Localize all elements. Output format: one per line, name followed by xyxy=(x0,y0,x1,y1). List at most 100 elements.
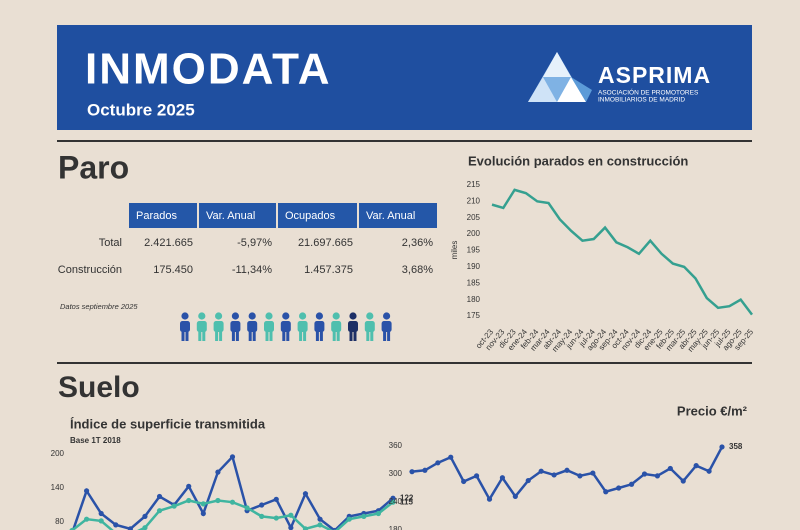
data-point xyxy=(302,526,309,530)
data-point xyxy=(142,525,148,530)
data-point xyxy=(142,513,148,519)
header-subtitle: Octubre 2025 xyxy=(87,100,195,119)
table-header: Var. Anual xyxy=(366,210,415,222)
y-tick-label: 360 xyxy=(389,441,403,450)
person-icon xyxy=(280,312,291,341)
data-point xyxy=(200,501,206,507)
data-point xyxy=(83,488,90,494)
person-head xyxy=(332,312,340,320)
data-point xyxy=(346,516,352,522)
data-point xyxy=(69,527,75,530)
person-leg xyxy=(366,330,370,341)
person-leg xyxy=(353,330,357,341)
person-icon xyxy=(196,312,207,341)
y-tick-label: 200 xyxy=(467,229,481,238)
person-head xyxy=(265,312,273,320)
person-icon xyxy=(348,312,358,341)
person-leg xyxy=(265,330,269,341)
data-point xyxy=(390,499,396,505)
person-leg xyxy=(336,330,340,341)
data-point xyxy=(641,471,648,477)
person-head xyxy=(248,312,256,320)
person-icon xyxy=(180,312,190,341)
person-leg xyxy=(370,330,374,341)
y-tick-label: 190 xyxy=(467,262,481,271)
data-point xyxy=(628,481,635,487)
data-point xyxy=(127,526,133,530)
person-body xyxy=(196,321,207,332)
data-point xyxy=(654,473,661,479)
y-tick-label: 140 xyxy=(51,483,65,492)
table-cell: 175.450 xyxy=(153,264,193,276)
data-point xyxy=(719,444,725,450)
header-title: INMODATA xyxy=(85,45,332,94)
data-point xyxy=(156,508,163,514)
data-point xyxy=(422,467,428,473)
table-cell: 3,68% xyxy=(402,264,433,276)
y-tick-label: 210 xyxy=(467,196,481,205)
person-icon xyxy=(230,312,241,341)
data-point xyxy=(259,513,265,519)
person-icon xyxy=(297,312,308,341)
data-point xyxy=(317,522,323,528)
data-point xyxy=(499,475,506,481)
person-head xyxy=(282,312,290,320)
data-point xyxy=(113,522,119,528)
y-tick-label: 180 xyxy=(389,525,403,530)
table-cell: 1.457.375 xyxy=(304,264,353,276)
data-point xyxy=(273,515,279,521)
data-point xyxy=(273,496,279,502)
person-leg xyxy=(319,330,323,341)
person-head xyxy=(349,312,357,320)
person-body xyxy=(314,321,325,332)
person-leg xyxy=(387,330,391,341)
data-point xyxy=(473,473,480,479)
table-cell: -11,34% xyxy=(232,264,272,276)
chart-subtitle: Base 1T 2018 xyxy=(70,436,121,445)
data-point xyxy=(171,503,177,509)
y-tick-label: 185 xyxy=(467,278,481,287)
data-point xyxy=(288,525,294,530)
person-body xyxy=(247,321,258,332)
person-head xyxy=(299,312,307,320)
person-leg xyxy=(231,330,235,341)
person-leg xyxy=(303,330,307,341)
person-head xyxy=(366,312,374,320)
person-leg xyxy=(181,330,185,341)
person-body xyxy=(364,321,375,332)
data-point xyxy=(564,467,570,473)
header-banner xyxy=(57,25,752,130)
person-icon xyxy=(213,312,224,341)
person-leg xyxy=(252,330,256,341)
data-point xyxy=(590,470,596,476)
y-tick-label: 205 xyxy=(467,213,481,222)
table-header-cell xyxy=(129,203,197,228)
data-point xyxy=(229,499,236,505)
data-point xyxy=(706,468,712,474)
y-tick-label: 240 xyxy=(389,497,403,506)
person-body xyxy=(381,321,392,332)
table-header: Parados xyxy=(136,210,177,222)
person-leg xyxy=(286,330,290,341)
data-point xyxy=(317,516,323,522)
person-icon xyxy=(381,312,392,341)
data-point xyxy=(693,463,699,469)
chart-title: Precio €/m² xyxy=(677,403,748,418)
table-header: Var. Anual xyxy=(206,210,255,222)
data-point xyxy=(486,496,493,502)
data-point xyxy=(98,518,104,524)
person-leg xyxy=(315,330,319,341)
logo-mark xyxy=(528,52,592,102)
data-point xyxy=(259,502,265,508)
row-label: Construcción xyxy=(58,264,122,276)
section-title: Paro xyxy=(58,149,129,185)
table-header-cell xyxy=(278,203,357,228)
data-point xyxy=(215,497,221,504)
table-cell: 2.421.665 xyxy=(144,237,193,249)
data-point xyxy=(186,497,192,504)
logo-name: ASPRIMA xyxy=(598,62,711,88)
data-point xyxy=(229,454,236,460)
chart-title: Índice de superficie transmitida xyxy=(70,416,266,431)
